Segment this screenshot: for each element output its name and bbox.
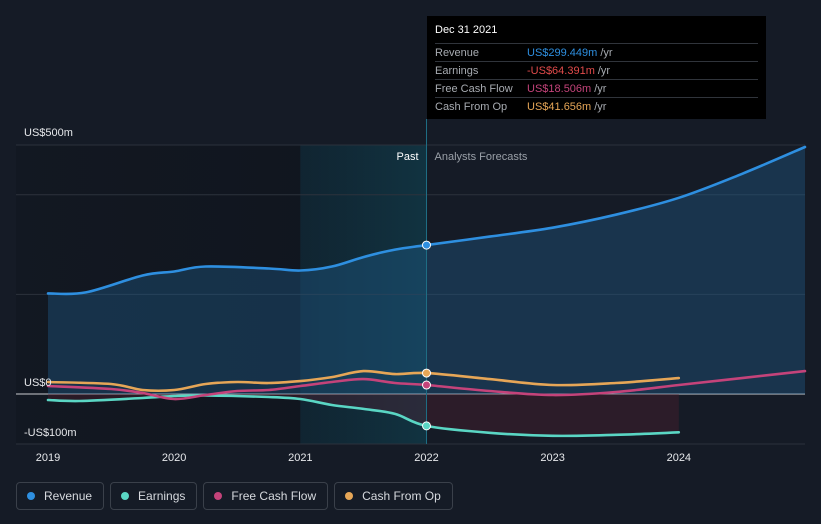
legend-label: Earnings <box>138 489 186 503</box>
legend-item-free-cash-flow[interactable]: Free Cash Flow <box>203 482 329 510</box>
tooltip-label: Revenue <box>435 46 480 59</box>
tooltip-date: Dec 31 2021 <box>435 24 498 36</box>
legend-label: Revenue <box>44 489 93 503</box>
tooltip-label: Earnings <box>435 64 479 77</box>
legend-dot-icon <box>345 492 354 500</box>
revenue-line <box>46 145 807 296</box>
cash-from-op-line <box>46 369 681 393</box>
tooltip-unit: /yr <box>600 46 613 59</box>
earnings-marker <box>422 421 431 431</box>
legend-dot-icon <box>27 492 35 500</box>
revenue-marker <box>422 240 431 250</box>
past-label: Past <box>396 151 418 163</box>
legend-item-revenue[interactable]: Revenue <box>16 482 105 510</box>
cash-from-op-marker <box>422 368 431 378</box>
legend-label: Cash From Op <box>362 489 441 503</box>
legend-item-earnings[interactable]: Earnings <box>110 482 198 510</box>
tooltip-value: US$18.506m <box>527 82 592 95</box>
x-tick-label: 2021 <box>288 452 312 464</box>
x-tick-label: 2023 <box>540 452 564 464</box>
forecast-label: Analysts Forecasts <box>435 151 528 163</box>
free-cash-flow-line <box>46 369 807 401</box>
legend-dot-icon <box>214 492 223 500</box>
tooltip-row-cash-from-op: Cash From Op US$41.656m /yr <box>435 97 758 115</box>
hover-tooltip: Dec 31 2021 Revenue US$299.449m /yr Earn… <box>427 16 766 119</box>
tooltip-value: US$41.656m <box>527 100 592 113</box>
tooltip-unit: /yr <box>597 64 611 77</box>
tooltip-row-revenue: Revenue US$299.449m /yr <box>435 43 758 61</box>
earnings-area <box>48 394 679 436</box>
x-tick-label: 2022 <box>414 452 438 464</box>
free-cash-flow-marker <box>422 380 431 390</box>
earnings-line <box>46 394 681 438</box>
tooltip-unit: /yr <box>594 100 607 113</box>
x-tick-label: 2024 <box>667 452 691 464</box>
x-tick-label: 2019 <box>36 452 60 464</box>
tooltip-unit: /yr <box>594 82 607 95</box>
legend-dot-icon <box>121 492 130 500</box>
tooltip-row-earnings: Earnings -US$64.391m /yr <box>435 61 758 79</box>
legend-item-cash-from-op[interactable]: Cash From Op <box>334 482 453 510</box>
tooltip-row-free-cash-flow: Free Cash Flow US$18.506m /yr <box>435 79 758 97</box>
y-label-top: US$500m <box>24 127 73 139</box>
tooltip-value: US$299.449m <box>527 46 598 59</box>
tooltip-value: -US$64.391m <box>527 64 595 77</box>
legend-label: Free Cash Flow <box>231 489 317 503</box>
tooltip-label: Free Cash Flow <box>435 82 513 95</box>
tooltip-label: Cash From Op <box>435 100 508 113</box>
x-tick-label: 2020 <box>162 452 186 464</box>
y-label-bottom: -US$100m <box>24 427 77 439</box>
chart-legend: Revenue Earnings Free Cash Flow Cash Fro… <box>16 482 453 512</box>
y-label-zero: US$0 <box>24 377 52 389</box>
